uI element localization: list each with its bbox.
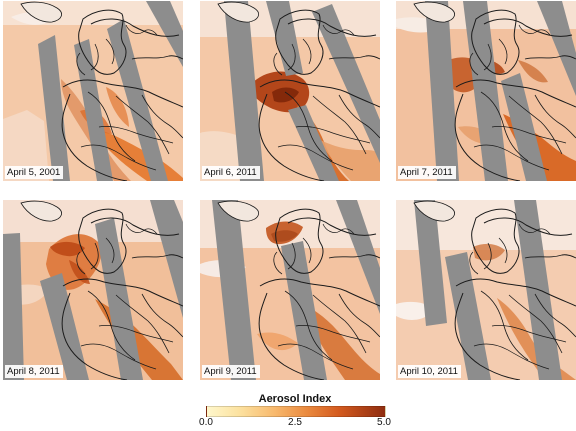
map-panel-3: April 7, 2011 [396,1,576,181]
map-panel-6: April 10, 2011 [396,200,576,380]
legend-title: Aerosol Index [258,393,332,405]
legend-color-scale [206,406,386,417]
map-panel-4: April 8, 2011 [3,200,183,380]
panel-date-label: April 7, 2011 [398,166,456,179]
aerosol-map [396,1,576,181]
aerosol-map [3,200,183,380]
panel-date-label: April 5, 2001 [5,166,64,179]
aerosol-index-legend: Aerosol Index 0.0 2.5 5.0 [185,392,405,431]
aerosol-map [3,1,183,181]
aerosol-map [200,200,380,380]
panel-date-label: April 6, 2011 [202,166,260,179]
aerosol-map [396,200,576,380]
map-panel-2: April 6, 2011 [200,1,380,181]
legend-max-label: 5.0 [377,417,391,428]
panel-date-label: April 8, 2011 [5,365,63,378]
panel-date-label: April 9, 2011 [202,365,260,378]
panel-date-label: April 10, 2011 [398,365,461,378]
legend-mid-label: 2.5 [288,417,302,428]
aerosol-map [200,1,380,181]
legend-min-label: 0.0 [199,417,213,428]
map-panel-1: April 5, 2001 [3,1,183,181]
map-panel-5: April 9, 2011 [200,200,380,380]
